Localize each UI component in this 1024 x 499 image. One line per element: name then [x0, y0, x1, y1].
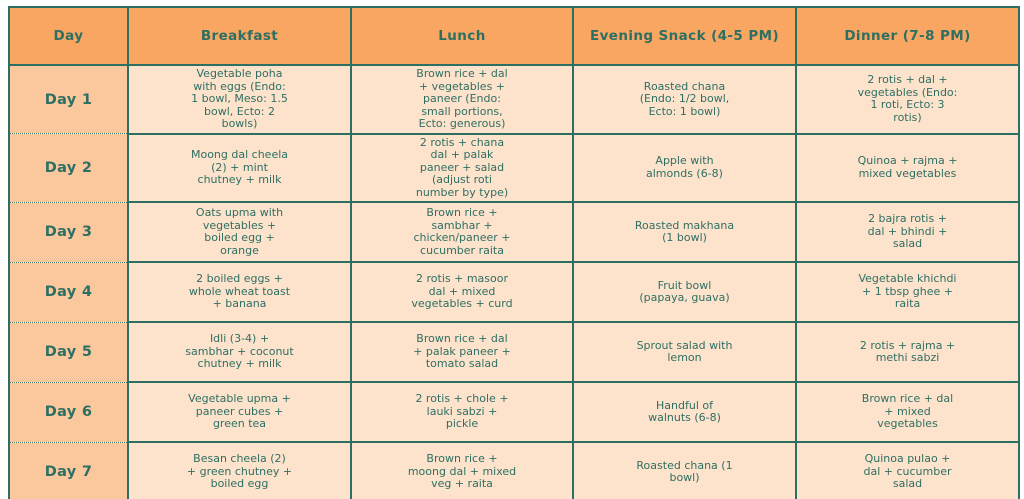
day2-label: Day 2 [8, 133, 129, 203]
day7-dinner-cell: Quinoa pulao + dal + cucumber salad [795, 441, 1020, 499]
day6-lunch-cell: 2 rotis + chole + lauki sabzi + pickle [350, 381, 574, 443]
day7-label: Day 7 [8, 441, 129, 499]
day4-dinner-cell: Vegetable khichdi + 1 tbsp ghee + raita [795, 261, 1020, 323]
day1-breakfast-cell: Vegetable poha with eggs (Endo: 1 bowl, … [127, 64, 352, 135]
day2-breakfast-cell: Moong dal cheela (2) + mint chutney + mi… [127, 132, 352, 203]
day2-dinner-cell: Quinoa + rajma + mixed vegetables [795, 132, 1020, 203]
day7-breakfast-cell: Besan cheela (2) + green chutney + boile… [127, 441, 352, 499]
meal-plan-table: Day Breakfast Lunch Evening Snack (4-5 P… [8, 6, 1020, 499]
table-row-day7: Day 7 Besan cheela (2) + green chutney +… [8, 441, 1020, 499]
day4-breakfast-cell: 2 boiled eggs + whole wheat toast + bana… [127, 261, 352, 323]
header-breakfast: Breakfast [127, 6, 352, 66]
day1-label: Day 1 [8, 64, 129, 134]
table-row-day4: Day 4 2 boiled eggs + whole wheat toast … [8, 261, 1020, 323]
table-row-day5: Day 5 Idli (3-4) + sambhar + coconut chu… [8, 321, 1020, 383]
table-row-day6: Day 6 Vegetable upma + paneer cubes + gr… [8, 381, 1020, 443]
header-row: Day Breakfast Lunch Evening Snack (4-5 P… [8, 6, 1020, 66]
day3-snack-cell: Roasted makhana (1 bowl) [572, 201, 797, 263]
table-row-day2: Day 2 Moong dal cheela (2) + mint chutne… [8, 132, 1020, 203]
day1-lunch-cell: Brown rice + dal + vegetables + paneer (… [350, 64, 574, 135]
day6-snack-cell: Handful of walnuts (6-8) [572, 381, 797, 443]
header-lunch: Lunch [350, 6, 574, 66]
day5-dinner-cell: 2 rotis + rajma + methi sabzi [795, 321, 1020, 383]
day1-snack-cell: Roasted chana (Endo: 1/2 bowl, Ecto: 1 b… [572, 64, 797, 135]
day7-lunch-cell: Brown rice + moong dal + mixed veg + rai… [350, 441, 574, 499]
day6-label: Day 6 [8, 381, 129, 443]
day3-label: Day 3 [8, 201, 129, 263]
header-evening-snack: Evening Snack (4-5 PM) [572, 6, 797, 66]
day5-lunch-cell: Brown rice + dal + palak paneer + tomato… [350, 321, 574, 383]
day6-dinner-cell: Brown rice + dal + mixed vegetables [795, 381, 1020, 443]
day5-breakfast-cell: Idli (3-4) + sambhar + coconut chutney +… [127, 321, 352, 383]
day2-lunch-cell: 2 rotis + chana dal + palak paneer + sal… [350, 132, 574, 203]
day6-breakfast-cell: Vegetable upma + paneer cubes + green te… [127, 381, 352, 443]
table-row-day3: Day 3 Oats upma with vegetables + boiled… [8, 201, 1020, 263]
day2-snack-cell: Apple with almonds (6-8) [572, 132, 797, 203]
day7-snack-cell: Roasted chana (1 bowl) [572, 441, 797, 499]
day4-snack-cell: Fruit bowl (papaya, guava) [572, 261, 797, 323]
day3-lunch-cell: Brown rice + sambhar + chicken/paneer + … [350, 201, 574, 263]
day4-label: Day 4 [8, 261, 129, 323]
header-dinner: Dinner (7-8 PM) [795, 6, 1020, 66]
header-day: Day [8, 6, 129, 66]
day3-dinner-cell: 2 bajra rotis + dal + bhindi + salad [795, 201, 1020, 263]
day1-dinner-cell: 2 rotis + dal + vegetables (Endo: 1 roti… [795, 64, 1020, 135]
day4-lunch-cell: 2 rotis + masoor dal + mixed vegetables … [350, 261, 574, 323]
table-row-day1: Day 1 Vegetable poha with eggs (Endo: 1 … [8, 64, 1020, 135]
day5-snack-cell: Sprout salad with lemon [572, 321, 797, 383]
day3-breakfast-cell: Oats upma with vegetables + boiled egg +… [127, 201, 352, 263]
day5-label: Day 5 [8, 321, 129, 383]
